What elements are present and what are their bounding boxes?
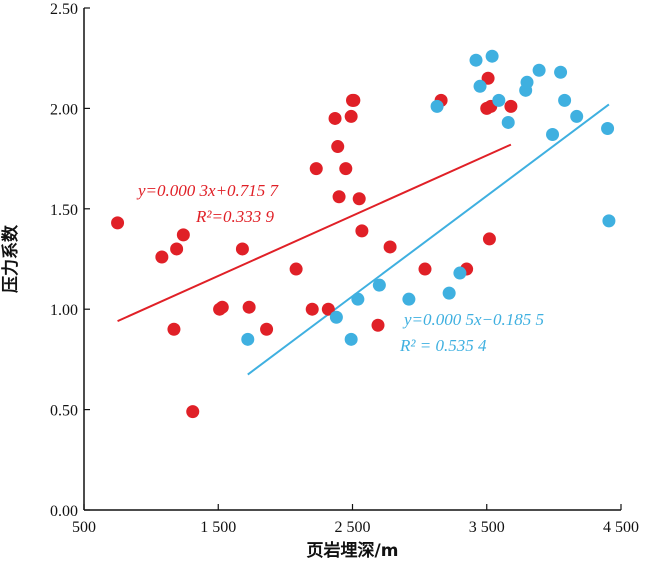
data-point	[305, 302, 319, 316]
data-point	[111, 216, 125, 230]
data-point	[242, 300, 256, 314]
trendlines	[117, 103, 610, 376]
data-point	[235, 242, 249, 256]
data-point	[347, 93, 361, 107]
data-point	[501, 115, 515, 129]
y-tick-label: 1.50	[50, 202, 78, 219]
data-point	[332, 190, 346, 204]
data-point	[309, 162, 323, 176]
data-point	[546, 128, 560, 142]
y-tick-label: 0.00	[50, 503, 78, 520]
x-tick-label: 500	[72, 519, 96, 536]
data-point	[558, 93, 572, 107]
y-tick-label: 2.00	[50, 101, 78, 118]
x-tick-label: 1 500	[200, 519, 236, 536]
trend-equation-1: y=0.000 3x+0.715 7	[136, 181, 280, 200]
data-point	[372, 278, 386, 292]
data-point	[176, 228, 190, 242]
trendline-1	[117, 143, 512, 323]
data-point	[492, 93, 506, 107]
trend-r2-2: R² = 0.535 4	[399, 336, 487, 355]
data-point	[602, 214, 616, 228]
x-tick-label: 3 500	[469, 519, 505, 536]
data-point	[186, 405, 200, 419]
data-point	[344, 109, 358, 123]
data-point	[473, 79, 487, 93]
y-axis-label: 压力系数	[0, 224, 21, 293]
data-point	[469, 53, 483, 67]
data-point	[418, 262, 432, 276]
data-point	[485, 49, 499, 63]
data-point	[329, 310, 343, 324]
data-point	[482, 232, 496, 246]
data-point	[328, 111, 342, 125]
data-point	[331, 140, 345, 154]
data-point	[430, 99, 444, 113]
data-point	[355, 224, 369, 238]
data-point	[481, 71, 495, 85]
data-point	[532, 63, 546, 77]
trend-r2-1: R²=0.333 9	[195, 207, 274, 226]
data-point	[215, 300, 229, 314]
data-point	[601, 121, 615, 135]
data-point	[453, 266, 467, 280]
data-point	[383, 240, 397, 254]
data-point	[344, 332, 358, 346]
data-point	[504, 99, 518, 113]
data-point	[570, 109, 584, 123]
data-point	[170, 242, 184, 256]
data-point	[260, 322, 274, 336]
data-point	[554, 65, 568, 79]
data-point	[155, 250, 169, 264]
x-tick-label: 4 500	[603, 519, 639, 536]
data-point	[402, 292, 416, 306]
data-point	[339, 162, 353, 176]
annotations: y=0.000 3x+0.715 7 R²=0.333 9 y=0.000 5x−0…	[136, 181, 544, 355]
data-point	[351, 292, 365, 306]
data-point	[352, 192, 366, 206]
data-points	[111, 49, 616, 419]
data-point	[289, 262, 303, 276]
axes: 500 1 500 2 500 3 500 4 500 0.00 0.50 1.00 1.50 2…	[50, 1, 639, 536]
data-point	[371, 318, 385, 332]
y-tick-label: 0.50	[50, 403, 78, 420]
y-tick-label: 2.50	[50, 1, 78, 18]
y-tick-label: 1.00	[50, 302, 78, 319]
trend-equation-2: y=0.000 5x−0.185 5	[402, 310, 544, 329]
trendline-2	[247, 103, 610, 376]
data-point	[442, 286, 456, 300]
data-point	[241, 332, 255, 346]
x-axis-label: 页岩埋深/m	[307, 540, 399, 561]
data-point	[321, 302, 335, 316]
data-point	[520, 75, 534, 89]
data-point	[167, 322, 181, 336]
x-tick-label: 2 500	[335, 519, 371, 536]
